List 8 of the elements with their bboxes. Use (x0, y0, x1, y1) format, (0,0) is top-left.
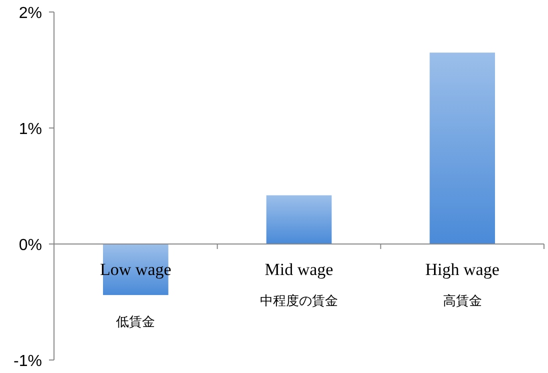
y-tick-label: 1% (18, 121, 42, 138)
y-tick-label: 0% (18, 237, 42, 254)
y-tick-label: -1% (14, 353, 42, 370)
y-tick-label: 2% (18, 5, 42, 22)
x-tick-label: High wage 高賃金 (425, 260, 500, 309)
bar (430, 52, 495, 244)
bar (266, 195, 332, 244)
x-tick-label: Mid wage 中程度の賃金 (260, 260, 338, 309)
